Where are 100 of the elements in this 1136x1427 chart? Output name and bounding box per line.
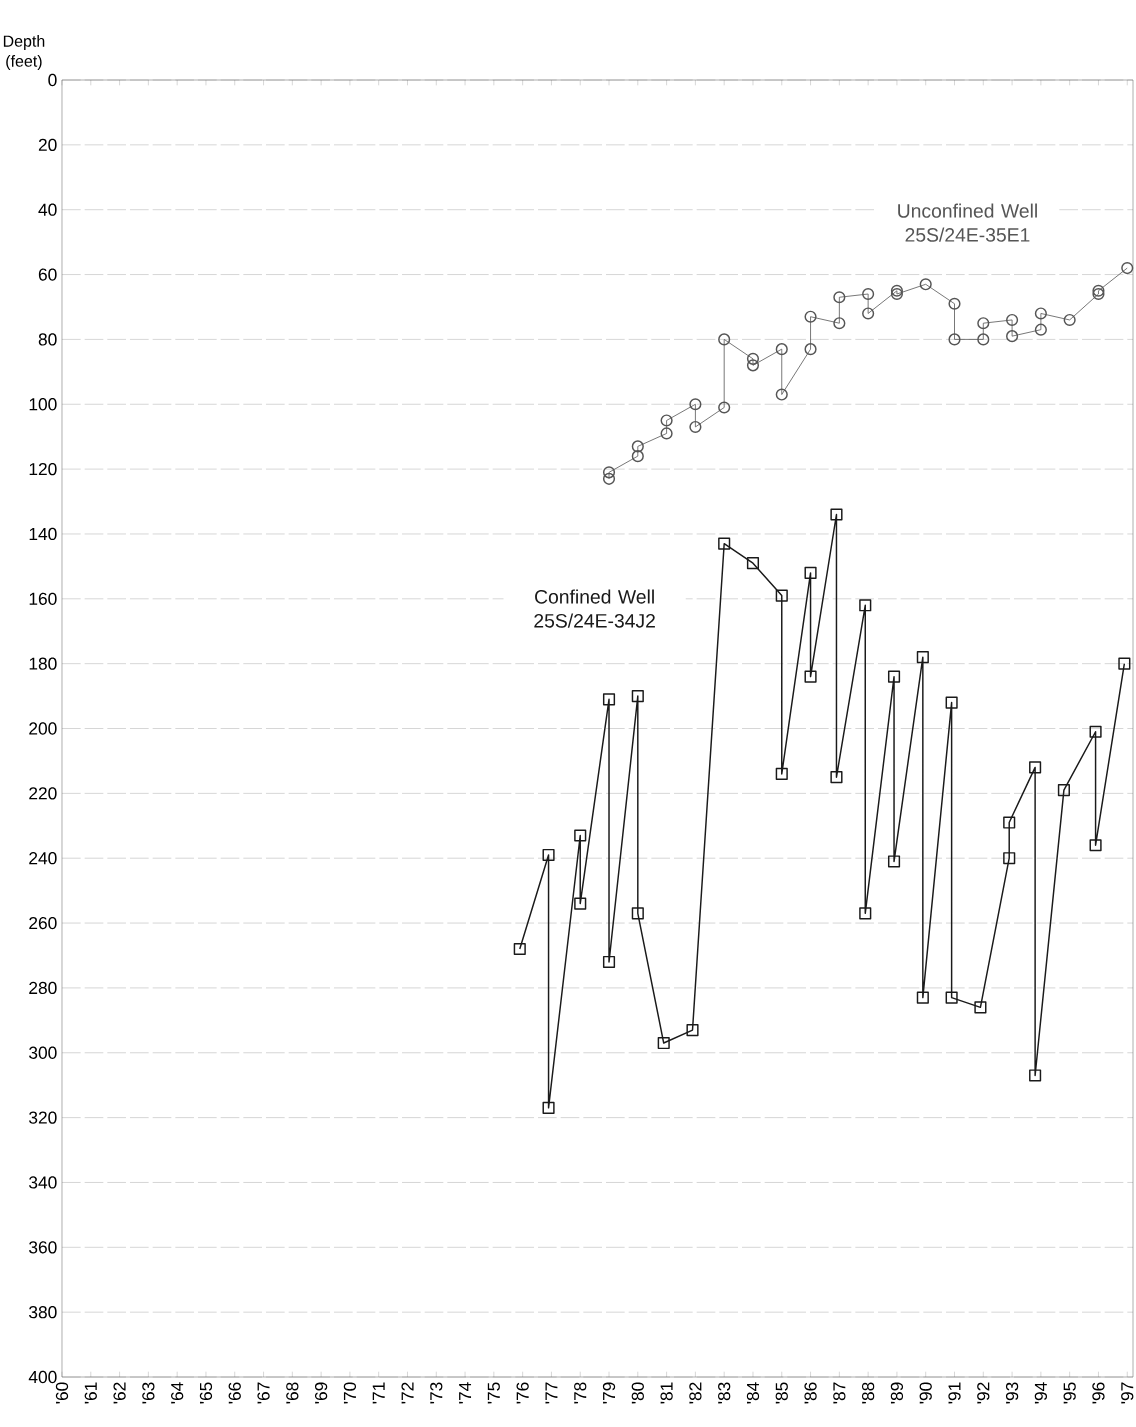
x-tick-label: '93 — [1005, 1382, 1019, 1404]
y-tick-label: 20 — [38, 138, 57, 151]
point — [1092, 284, 1105, 297]
y-tick-label: 160 — [29, 592, 57, 605]
point — [945, 991, 958, 1004]
x-tick-label: '72 — [401, 1382, 414, 1404]
point — [746, 352, 760, 365]
point — [657, 1036, 670, 1050]
x-tick-label: '88 — [861, 1382, 875, 1404]
point — [1063, 313, 1076, 327]
point — [686, 1023, 699, 1037]
point — [974, 1001, 987, 1014]
point — [718, 537, 731, 550]
point — [746, 557, 760, 570]
y-tick-label: 0 — [48, 73, 57, 87]
x-tick-label: '91 — [948, 1382, 961, 1404]
x-tick-label: '74 — [459, 1382, 472, 1404]
y-tick-label: 60 — [38, 268, 57, 281]
y-tick-label: 320 — [29, 1111, 57, 1124]
x-tick-label: '66 — [228, 1382, 241, 1404]
point — [542, 848, 555, 862]
x-tick-label: '79 — [602, 1382, 616, 1404]
x-tick-label: '69 — [314, 1382, 328, 1404]
point — [862, 287, 875, 301]
point — [948, 297, 961, 310]
x-tick-label: '89 — [890, 1382, 904, 1404]
x-tick-label: '83 — [718, 1382, 731, 1404]
y-tick-label: 200 — [29, 722, 57, 735]
point — [602, 472, 616, 485]
x-tick-label: '81 — [660, 1382, 673, 1404]
point — [660, 414, 673, 427]
x-tick-label: '95 — [1063, 1382, 1076, 1404]
point — [631, 440, 644, 453]
x-tick-label: '85 — [775, 1382, 788, 1404]
x-tick-label: '73 — [430, 1382, 443, 1404]
point — [830, 508, 843, 521]
point — [631, 907, 644, 920]
x-tick-label: '77 — [545, 1382, 558, 1404]
x-tick-label: '64 — [171, 1382, 184, 1404]
point — [859, 599, 872, 612]
y-tick-label: 300 — [29, 1046, 57, 1059]
x-tick-label: '92 — [977, 1382, 990, 1404]
text: Unconfined Well 25S/24E-35E1 — [898, 203, 1037, 242]
point — [1029, 1069, 1042, 1082]
x-tick-label: '65 — [199, 1382, 213, 1404]
x-tick-label: '60 — [55, 1382, 69, 1404]
x-tick-label: '78 — [574, 1382, 587, 1404]
point — [746, 359, 760, 372]
point — [718, 401, 731, 414]
point — [1089, 725, 1102, 738]
point — [804, 670, 817, 683]
y-tick-label: 80 — [38, 333, 57, 346]
point — [689, 420, 702, 434]
y-tick-label: 260 — [29, 916, 57, 930]
x-tick-label: '84 — [746, 1382, 760, 1404]
point — [859, 907, 872, 920]
y-tick-label: 180 — [29, 657, 57, 670]
point — [1003, 852, 1016, 865]
point — [602, 466, 616, 479]
y-tick-label: 220 — [29, 787, 57, 800]
y-tick-label: 120 — [29, 462, 57, 476]
point — [1057, 784, 1070, 797]
point — [890, 287, 903, 301]
x-tick-label: '76 — [516, 1382, 529, 1404]
point — [602, 955, 616, 969]
point — [1003, 816, 1016, 829]
x-tick-label: '75 — [487, 1382, 500, 1404]
point — [948, 333, 961, 346]
point — [1089, 839, 1102, 852]
point — [830, 771, 843, 784]
point — [919, 278, 932, 291]
point — [542, 1101, 555, 1114]
y-tick-label: 240 — [29, 852, 57, 865]
x-tick-label: '80 — [631, 1382, 644, 1404]
x-tick-label: '63 — [142, 1382, 155, 1404]
y-tick-label: 40 — [38, 203, 57, 216]
x-tick-label: '94 — [1034, 1382, 1048, 1404]
x-tick-label: '70 — [343, 1382, 357, 1404]
point — [775, 767, 788, 780]
y-tick-label: 100 — [29, 398, 57, 411]
point — [833, 291, 846, 304]
point — [775, 388, 788, 401]
point — [602, 693, 616, 706]
point — [977, 333, 990, 346]
point — [631, 690, 644, 703]
x-tick-label: '68 — [286, 1382, 299, 1404]
point — [631, 450, 644, 463]
x-tick-label: '97 — [1121, 1382, 1134, 1404]
x-tick-label: '90 — [919, 1382, 932, 1404]
x-tick-label: '82 — [689, 1382, 702, 1404]
point — [833, 317, 846, 330]
y-tick-label: 140 — [29, 527, 57, 541]
point — [574, 829, 587, 842]
point — [890, 284, 903, 297]
text: Confined Well 25S/24E-34J2 — [534, 589, 655, 628]
point — [1034, 323, 1047, 336]
point — [887, 670, 901, 683]
point — [1118, 657, 1131, 670]
point — [513, 942, 526, 956]
point — [1092, 287, 1105, 301]
